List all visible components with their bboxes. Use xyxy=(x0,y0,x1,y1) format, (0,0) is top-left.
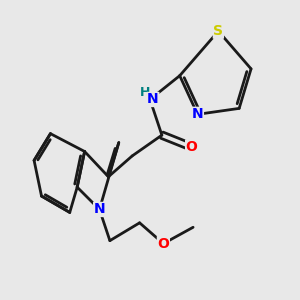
Text: N: N xyxy=(94,202,105,216)
Text: O: O xyxy=(186,140,197,154)
Text: S: S xyxy=(213,24,224,38)
Text: N: N xyxy=(147,92,159,106)
Text: N: N xyxy=(192,107,203,121)
Text: H: H xyxy=(140,85,150,98)
Text: O: O xyxy=(158,237,169,250)
